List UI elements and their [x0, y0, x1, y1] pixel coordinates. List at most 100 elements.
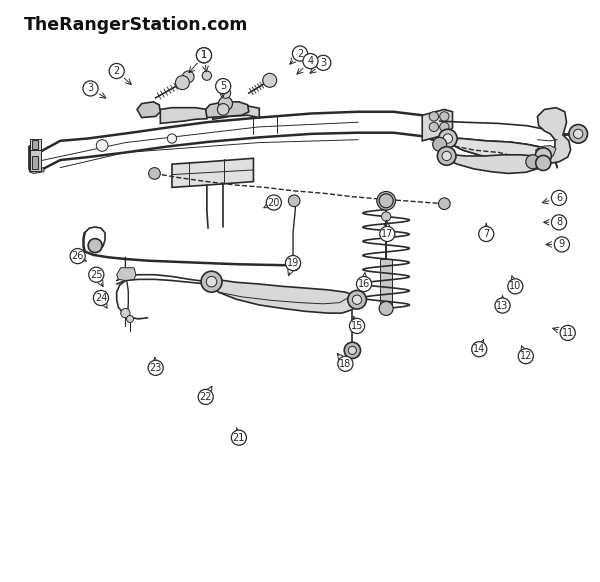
- Polygon shape: [116, 268, 136, 281]
- Bar: [32, 140, 38, 149]
- Circle shape: [379, 194, 393, 208]
- Circle shape: [196, 48, 212, 63]
- Circle shape: [443, 134, 452, 143]
- Circle shape: [433, 137, 446, 151]
- Circle shape: [495, 298, 510, 313]
- Circle shape: [202, 71, 212, 80]
- Polygon shape: [172, 158, 253, 187]
- Bar: [30, 151, 40, 170]
- Text: 18: 18: [339, 359, 352, 369]
- Circle shape: [349, 318, 365, 333]
- Circle shape: [440, 122, 449, 132]
- Polygon shape: [30, 150, 41, 171]
- Circle shape: [198, 389, 213, 404]
- Polygon shape: [206, 102, 249, 118]
- Text: 20: 20: [268, 197, 280, 208]
- Circle shape: [97, 140, 108, 151]
- Circle shape: [201, 271, 222, 292]
- Text: 11: 11: [562, 328, 574, 338]
- Polygon shape: [445, 139, 544, 164]
- Text: 5: 5: [220, 81, 226, 91]
- Text: 4: 4: [307, 56, 314, 66]
- Circle shape: [286, 255, 301, 271]
- Text: 14: 14: [473, 344, 485, 354]
- Circle shape: [518, 349, 533, 364]
- Circle shape: [148, 360, 163, 375]
- Polygon shape: [536, 146, 556, 158]
- Circle shape: [344, 342, 361, 359]
- Text: 1: 1: [201, 50, 207, 61]
- Circle shape: [206, 276, 217, 287]
- Circle shape: [232, 430, 247, 445]
- Circle shape: [88, 239, 102, 253]
- Text: 17: 17: [381, 229, 394, 239]
- Text: 16: 16: [358, 279, 370, 289]
- Text: 10: 10: [509, 281, 521, 292]
- Text: 23: 23: [149, 363, 162, 373]
- Bar: [380, 259, 392, 306]
- Text: 3: 3: [88, 83, 94, 94]
- Circle shape: [338, 356, 353, 371]
- Circle shape: [149, 168, 160, 179]
- Polygon shape: [422, 109, 452, 141]
- Circle shape: [127, 315, 134, 322]
- Circle shape: [535, 148, 551, 164]
- Polygon shape: [29, 168, 44, 173]
- Circle shape: [356, 276, 371, 292]
- Text: 22: 22: [199, 392, 212, 402]
- Circle shape: [479, 226, 494, 242]
- Circle shape: [574, 129, 583, 139]
- Polygon shape: [212, 106, 259, 119]
- Text: 6: 6: [556, 193, 562, 203]
- Circle shape: [263, 73, 277, 87]
- Bar: [32, 156, 38, 169]
- Circle shape: [83, 81, 98, 96]
- Circle shape: [429, 112, 439, 121]
- Text: 9: 9: [559, 239, 565, 250]
- Circle shape: [289, 259, 300, 271]
- Text: 24: 24: [95, 293, 107, 303]
- Text: 19: 19: [287, 258, 299, 268]
- Text: 1: 1: [201, 50, 207, 61]
- Circle shape: [551, 190, 566, 205]
- Circle shape: [182, 71, 194, 83]
- Circle shape: [316, 55, 331, 70]
- Circle shape: [175, 76, 190, 90]
- Circle shape: [382, 212, 391, 221]
- Circle shape: [217, 104, 229, 115]
- Circle shape: [348, 290, 367, 309]
- Circle shape: [289, 195, 300, 207]
- Text: 21: 21: [233, 432, 245, 443]
- Text: 15: 15: [351, 321, 363, 331]
- Polygon shape: [137, 102, 160, 118]
- Text: 12: 12: [520, 351, 532, 361]
- Bar: [30, 150, 37, 162]
- Text: TheRangerStation.com: TheRangerStation.com: [23, 16, 248, 34]
- Circle shape: [472, 342, 487, 357]
- Circle shape: [196, 48, 212, 63]
- Circle shape: [554, 237, 569, 252]
- Circle shape: [382, 196, 391, 205]
- Text: 2: 2: [297, 48, 303, 59]
- Circle shape: [292, 46, 308, 61]
- Circle shape: [89, 267, 104, 282]
- Text: 3: 3: [320, 58, 326, 68]
- Text: 25: 25: [90, 269, 103, 280]
- Circle shape: [215, 79, 231, 94]
- Circle shape: [70, 249, 85, 264]
- Polygon shape: [207, 279, 358, 313]
- Text: 7: 7: [483, 229, 490, 239]
- Circle shape: [551, 215, 566, 230]
- Circle shape: [218, 97, 232, 111]
- Polygon shape: [30, 139, 41, 150]
- Circle shape: [303, 54, 318, 69]
- Polygon shape: [532, 108, 571, 164]
- Polygon shape: [445, 154, 545, 173]
- Circle shape: [109, 63, 124, 79]
- Circle shape: [220, 88, 231, 98]
- Text: 2: 2: [113, 66, 120, 76]
- Circle shape: [440, 112, 449, 121]
- Circle shape: [439, 198, 450, 210]
- Circle shape: [439, 129, 457, 148]
- Circle shape: [94, 290, 109, 306]
